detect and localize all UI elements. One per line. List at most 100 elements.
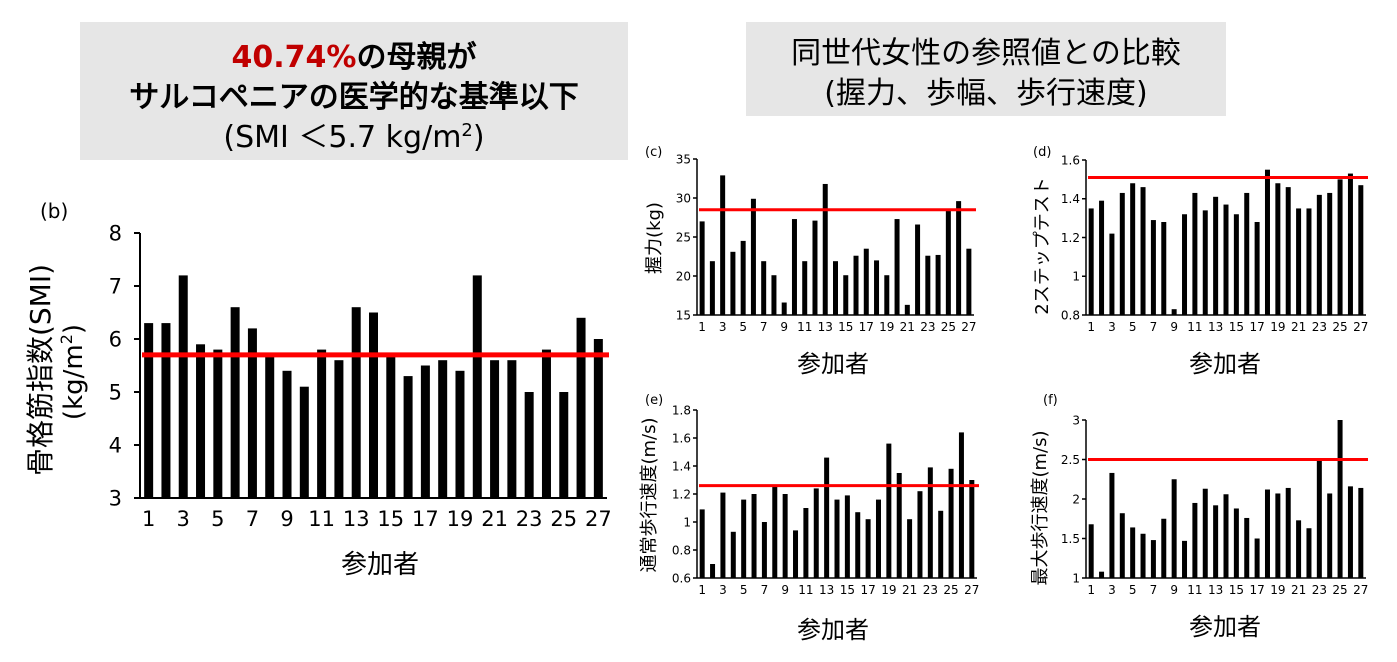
bar-d-17	[1254, 222, 1260, 315]
bar-c-23	[925, 255, 931, 315]
bar-b-25	[559, 392, 569, 498]
bar-b-20	[472, 275, 482, 498]
bar-d-26	[1347, 173, 1353, 315]
x-tick-label-d: 17	[1249, 320, 1264, 334]
bar-b-10	[299, 386, 309, 498]
bar-d-11	[1192, 192, 1198, 315]
bar-f-27	[1358, 487, 1364, 578]
bar-b-13	[351, 307, 361, 498]
bar-c-22	[915, 224, 921, 315]
bar-b-16	[403, 376, 413, 498]
bar-d-2	[1099, 200, 1105, 315]
panel-label-f: (f)	[1043, 393, 1058, 408]
bar-b-19	[455, 370, 465, 498]
bar-f-21	[1296, 520, 1302, 578]
bar-e-9	[782, 494, 788, 578]
bar-d-21	[1296, 208, 1302, 315]
x-tick-label-f: 25	[1332, 583, 1347, 597]
y-tick-label-f: 1.5	[1061, 532, 1080, 546]
y-tick-label-c: 25	[676, 230, 691, 244]
x-tick-label-b: 27	[585, 507, 612, 531]
x-tick-label-d: 3	[1108, 320, 1116, 334]
bar-e-26	[958, 432, 964, 578]
bar-d-27	[1358, 185, 1364, 315]
bar-b-21	[490, 360, 500, 498]
x-tick-label-b: 5	[211, 507, 224, 531]
bar-f-13	[1213, 505, 1219, 578]
summary-line-3: (SMI ＜5.7 kg/m2)	[80, 112, 628, 156]
x-tick-label-d: 15	[1229, 320, 1244, 334]
x-tick-label-b: 23	[516, 507, 543, 531]
x-tick-label-c: 25	[941, 320, 956, 334]
x-tick-label-f: 9	[1170, 583, 1178, 597]
bar-f-19	[1275, 493, 1281, 578]
summary-line-1: 40.74%の母親が	[80, 32, 628, 76]
x-tick-label-c: 5	[739, 320, 747, 334]
x-tick-label-e: 23	[923, 583, 938, 597]
bar-e-16	[855, 512, 861, 578]
x-tick-label-e: 3	[719, 583, 727, 597]
bar-e-19	[886, 443, 892, 578]
x-tick-label-f: 19	[1270, 583, 1285, 597]
bar-e-20	[896, 473, 902, 578]
x-tick-label-c: 17	[859, 320, 874, 334]
bar-b-9	[282, 370, 292, 498]
bar-e-17	[865, 519, 871, 578]
comparison-line-1: 同世代女性の参照値との比較	[791, 36, 1181, 71]
bar-c-13	[822, 183, 828, 315]
y-axis-title-c: 握力(kg)	[644, 202, 665, 274]
x-tick-label-f: 3	[1108, 583, 1116, 597]
x-axis-title-c: 参加者	[797, 350, 869, 378]
bar-f-20	[1285, 487, 1291, 578]
x-axis-title-f: 参加者	[1189, 613, 1261, 641]
y-tick-label-d: 1	[1072, 270, 1080, 284]
x-tick-label-b: 3	[177, 507, 190, 531]
x-tick-label-b: 13	[343, 507, 370, 531]
comparison-title-box: 同世代女性の参照値との比較 (握力、歩幅、歩行速度)	[746, 22, 1226, 116]
bar-b-4	[196, 344, 206, 498]
bar-f-22	[1306, 528, 1312, 578]
bar-b-7	[247, 328, 257, 498]
bar-c-3	[720, 175, 726, 315]
summary-title-box: 40.74%の母親が サルコペニアの医学的な基準以下 (SMI ＜5.7 kg/…	[80, 22, 628, 160]
bar-e-24	[938, 510, 944, 578]
bar-e-4	[730, 531, 736, 578]
y-tick-label-e: 0.6	[672, 571, 691, 585]
y-tick-label-d: 1.2	[1061, 231, 1080, 245]
x-axis-title-e: 参加者	[797, 616, 869, 644]
bar-f-4	[1119, 513, 1125, 578]
bar-b-23	[524, 392, 534, 498]
x-tick-label-c: 3	[719, 320, 727, 334]
bar-d-1	[1088, 208, 1094, 315]
bar-f-3	[1109, 472, 1115, 578]
x-tick-label-b: 17	[412, 507, 439, 531]
bar-d-7	[1150, 220, 1156, 315]
bar-e-7	[761, 522, 767, 578]
panel-label-c: (c)	[645, 145, 662, 160]
bar-c-14	[833, 261, 838, 315]
bar-f-12	[1202, 488, 1208, 578]
x-tick-label-f: 27	[1353, 583, 1368, 597]
bar-d-15	[1233, 214, 1239, 315]
x-tick-label-d: 19	[1270, 320, 1285, 334]
bar-c-11	[802, 261, 808, 315]
x-tick-label-d: 13	[1208, 320, 1223, 334]
bar-e-27	[969, 480, 975, 578]
y-tick-label-e: 1.4	[672, 459, 691, 473]
x-tick-label-f: 15	[1229, 583, 1244, 597]
bar-d-24	[1327, 192, 1333, 315]
bar-c-10	[791, 219, 797, 315]
bar-c-2	[709, 261, 715, 315]
x-tick-label-c: 13	[818, 320, 833, 334]
bar-c-16	[853, 255, 859, 315]
x-tick-label-e: 9	[781, 583, 789, 597]
bar-b-6	[230, 307, 240, 498]
bar-e-6	[751, 494, 757, 578]
bar-b-15	[386, 354, 396, 498]
bar-c-9	[781, 302, 787, 315]
y-tick-label-c: 15	[676, 308, 691, 322]
bar-d-12	[1202, 210, 1208, 315]
bar-d-19	[1275, 183, 1281, 315]
bar-e-23	[927, 467, 933, 578]
